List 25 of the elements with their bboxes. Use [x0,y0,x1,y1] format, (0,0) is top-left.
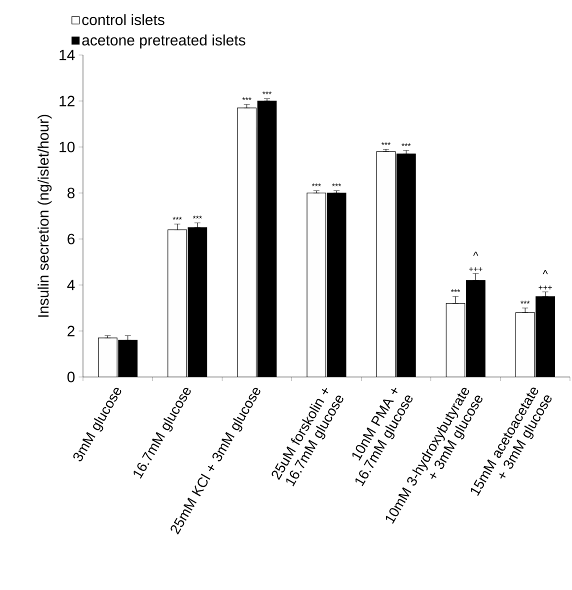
y-tick-label: 0 [67,372,75,382]
legend-label: control islets [82,14,164,26]
y-tick-label: 6 [68,234,75,244]
data-label: *** [520,300,530,304]
data-label: *** [242,97,252,100]
data-label: *** [451,289,460,292]
y-axis-title: Insulin secretion (ng/islet/hour) [38,114,52,317]
legend-label: acetone pretreated islets [82,34,246,48]
y-tick-label: 12 [60,96,74,106]
y-tick-label: 8 [68,188,75,198]
y-tick-label: 2 [68,326,74,336]
data-label: *** [381,142,391,145]
y-tick-label: 10 [60,142,75,152]
data-label: *** [332,184,342,186]
data-label: *** [172,216,182,220]
annotation: ^ [542,270,548,274]
y-tick-label: 14 [60,50,75,60]
y-tick-label: 4 [67,280,75,290]
data-label: *** [402,143,411,146]
data-label: *** [192,216,202,219]
data-label: *** [312,184,321,186]
data-label: +++ [469,267,482,272]
annotation: ^ [473,252,478,256]
data-label: +++ [538,286,552,290]
data-label: *** [262,92,272,94]
